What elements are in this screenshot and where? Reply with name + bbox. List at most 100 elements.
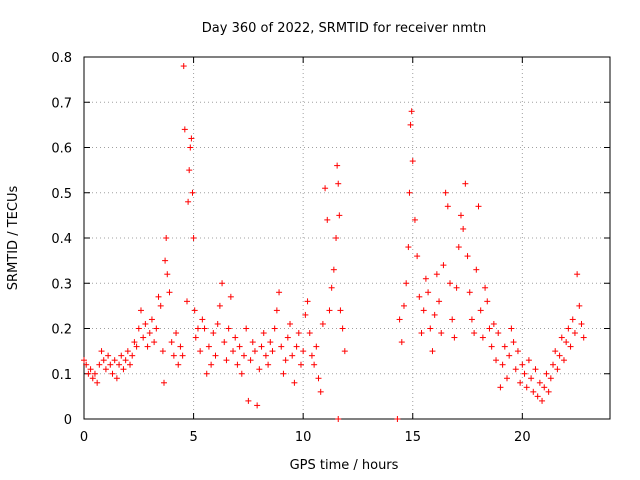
data-point xyxy=(170,352,177,359)
y-axis-title: SRMTID / TECUs xyxy=(6,186,21,291)
data-point xyxy=(471,330,478,337)
data-point xyxy=(534,393,541,400)
y-tick-label: 0.7 xyxy=(51,96,72,111)
data-point xyxy=(523,384,530,391)
data-point xyxy=(238,370,245,377)
data-point xyxy=(335,180,342,187)
axis-ticks: 0 0.1 0.2 0.3 0.4 0.5 0.6 0.7 0.8 0 5 10 15 20 xyxy=(51,51,610,445)
data-point xyxy=(578,320,585,327)
data-point xyxy=(89,375,96,382)
data-point xyxy=(179,352,186,359)
plot-border xyxy=(83,56,611,420)
data-point xyxy=(219,280,226,287)
data-point xyxy=(265,361,272,368)
data-point xyxy=(302,311,309,318)
data-point xyxy=(284,334,291,341)
data-point xyxy=(539,397,546,404)
data-point xyxy=(102,366,109,373)
data-point xyxy=(262,352,269,359)
data-point xyxy=(571,330,578,337)
data-point xyxy=(422,275,429,282)
data-point xyxy=(269,348,276,355)
data-point xyxy=(153,325,160,332)
data-point xyxy=(339,325,346,332)
data-point xyxy=(190,235,197,241)
data-point xyxy=(449,316,456,323)
data-point xyxy=(486,325,493,332)
data-point xyxy=(151,339,158,346)
data-point xyxy=(81,357,87,364)
data-point xyxy=(166,289,173,296)
x-tick-label: 0 xyxy=(80,430,88,445)
data-point xyxy=(407,121,414,128)
data-point xyxy=(278,343,285,350)
data-point xyxy=(525,357,532,364)
data-point xyxy=(519,361,526,368)
data-point xyxy=(159,348,166,355)
data-point xyxy=(490,320,497,327)
data-point xyxy=(411,216,418,223)
data-point xyxy=(563,339,570,346)
data-point xyxy=(131,339,138,346)
data-point xyxy=(475,203,482,210)
data-point xyxy=(107,361,114,368)
x-tick-label: 5 xyxy=(189,430,197,445)
data-point xyxy=(501,343,508,350)
data-point xyxy=(317,388,324,395)
data-point xyxy=(433,271,440,278)
data-point xyxy=(550,361,557,368)
data-point xyxy=(328,284,335,291)
grid-lines xyxy=(84,57,610,419)
data-points xyxy=(81,63,587,422)
data-point xyxy=(181,126,188,133)
data-point xyxy=(300,348,307,355)
data-point xyxy=(576,302,583,309)
data-point xyxy=(232,334,239,341)
data-point xyxy=(236,343,243,350)
data-point xyxy=(225,325,232,332)
data-point xyxy=(180,63,187,70)
data-point xyxy=(558,334,565,341)
data-point xyxy=(133,343,140,350)
data-point xyxy=(306,330,313,337)
y-tick-label: 0.6 xyxy=(51,142,72,157)
data-point xyxy=(337,307,344,314)
data-point xyxy=(289,352,296,359)
data-point xyxy=(552,348,559,355)
data-point xyxy=(177,343,184,350)
data-point xyxy=(280,370,287,377)
data-point xyxy=(146,330,153,337)
data-point xyxy=(493,357,500,364)
data-point xyxy=(175,361,182,368)
data-point xyxy=(442,189,449,196)
data-point xyxy=(477,307,484,314)
y-tick-label: 0.8 xyxy=(51,51,72,66)
data-point xyxy=(240,352,247,359)
y-tick-label: 0.5 xyxy=(51,187,72,202)
data-point xyxy=(122,357,129,364)
data-point xyxy=(142,320,149,327)
data-point xyxy=(334,162,341,169)
data-point xyxy=(554,366,561,373)
data-point xyxy=(438,330,445,337)
x-tick-label: 20 xyxy=(514,430,531,445)
data-point xyxy=(216,302,223,309)
data-point xyxy=(517,379,524,386)
data-point xyxy=(210,330,217,337)
data-point xyxy=(495,330,502,337)
data-point xyxy=(335,416,342,422)
data-point xyxy=(414,253,421,260)
data-point xyxy=(506,352,513,359)
data-point xyxy=(462,180,469,187)
data-point xyxy=(187,144,194,151)
data-point xyxy=(497,384,504,391)
x-tick-label: 10 xyxy=(295,430,312,445)
data-point xyxy=(189,189,196,196)
data-point xyxy=(111,357,118,364)
data-point xyxy=(482,284,489,291)
data-point xyxy=(308,352,315,359)
data-point xyxy=(109,370,116,377)
data-point xyxy=(194,325,201,332)
data-point xyxy=(322,185,329,192)
data-point xyxy=(144,343,151,350)
